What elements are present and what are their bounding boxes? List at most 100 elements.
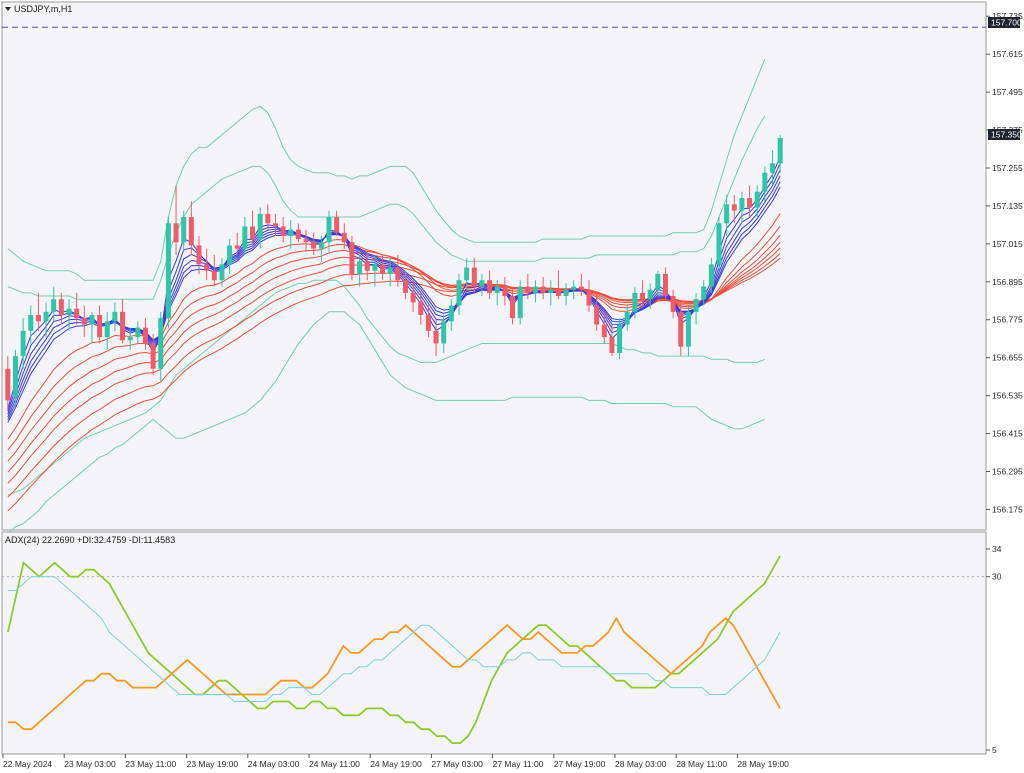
candle-body[interactable]	[716, 223, 722, 265]
candle-body[interactable]	[349, 242, 355, 274]
candle-body[interactable]	[120, 311, 126, 341]
candle-body[interactable]	[196, 245, 202, 265]
candle-body[interactable]	[510, 296, 516, 319]
candle-body[interactable]	[532, 286, 538, 293]
candle-body[interactable]	[578, 286, 584, 290]
candle-body[interactable]	[242, 226, 248, 249]
candle-body[interactable]	[81, 318, 87, 325]
candle-body[interactable]	[326, 216, 332, 243]
candle-body[interactable]	[311, 242, 317, 249]
candle-body[interactable]	[601, 324, 607, 338]
candle-body[interactable]	[548, 289, 554, 293]
candle-body[interactable]	[555, 289, 561, 297]
candle-body[interactable]	[777, 137, 783, 164]
candle-body[interactable]	[517, 286, 523, 319]
candle-body[interactable]	[464, 267, 470, 281]
candle-body[interactable]	[739, 198, 745, 211]
candle-body[interactable]	[586, 289, 592, 306]
candle-body[interactable]	[334, 216, 340, 233]
candle-body[interactable]	[762, 172, 768, 192]
candle-body[interactable]	[380, 264, 386, 274]
candle-body[interactable]	[571, 286, 577, 290]
candle-body[interactable]	[540, 286, 546, 293]
candle-body[interactable]	[754, 191, 760, 208]
candle-body[interactable]	[135, 327, 141, 338]
candle-body[interactable]	[20, 330, 26, 357]
candle-body[interactable]	[158, 318, 164, 369]
candle-body[interactable]	[28, 315, 34, 331]
candle-body[interactable]	[89, 315, 95, 325]
candle-body[interactable]	[66, 308, 72, 316]
candle-body[interactable]	[43, 311, 49, 322]
candle-body[interactable]	[395, 267, 401, 281]
candle-body[interactable]	[441, 321, 447, 344]
candle-body[interactable]	[58, 299, 64, 316]
candle-body[interactable]	[112, 311, 118, 322]
candle-body[interactable]	[487, 280, 493, 293]
candle-body[interactable]	[188, 216, 194, 246]
candle-body[interactable]	[410, 292, 416, 303]
candle-body[interactable]	[609, 337, 615, 353]
candle-body[interactable]	[617, 324, 623, 353]
candle-body[interactable]	[150, 343, 156, 369]
candle-body[interactable]	[594, 305, 600, 325]
price-plot[interactable]	[2, 26, 986, 534]
candle-body[interactable]	[97, 315, 103, 338]
candle-body[interactable]	[456, 280, 462, 306]
candle-body[interactable]	[471, 267, 477, 287]
candle-body[interactable]	[211, 270, 217, 281]
candle-body[interactable]	[257, 213, 263, 240]
candle-body[interactable]	[250, 226, 256, 240]
candle-body[interactable]	[372, 264, 378, 271]
candle-body[interactable]	[685, 311, 691, 347]
candle-body[interactable]	[295, 229, 301, 240]
candle-body[interactable]	[288, 229, 294, 236]
candle-body[interactable]	[387, 267, 393, 274]
candle-body[interactable]	[272, 223, 278, 227]
candle-body[interactable]	[318, 242, 324, 249]
candle-body[interactable]	[731, 204, 737, 211]
candle-body[interactable]	[165, 223, 171, 319]
candle-body[interactable]	[127, 337, 133, 341]
candle-body[interactable]	[142, 327, 148, 344]
candle-body[interactable]	[418, 302, 424, 316]
candle-body[interactable]	[204, 264, 210, 271]
candle-body[interactable]	[494, 286, 500, 293]
candle-body[interactable]	[708, 264, 714, 287]
candle-body[interactable]	[662, 273, 668, 297]
candle-body[interactable]	[364, 261, 370, 271]
candle-body[interactable]	[647, 289, 653, 300]
candle-body[interactable]	[104, 321, 110, 338]
candle-body[interactable]	[74, 308, 80, 319]
candle-body[interactable]	[563, 289, 569, 297]
candle-body[interactable]	[433, 330, 439, 344]
candle-body[interactable]	[35, 315, 41, 322]
candle-body[interactable]	[448, 305, 454, 322]
candle-body[interactable]	[341, 232, 347, 243]
candle-body[interactable]	[227, 245, 233, 265]
candle-body[interactable]	[51, 299, 57, 312]
candle-body[interactable]	[303, 239, 309, 243]
candle-body[interactable]	[670, 296, 676, 312]
candle-body[interactable]	[234, 245, 240, 249]
candle-body[interactable]	[265, 213, 271, 224]
candle-body[interactable]	[701, 286, 707, 300]
candle-body[interactable]	[425, 315, 431, 331]
candle-body[interactable]	[678, 311, 684, 347]
candle-body[interactable]	[624, 311, 630, 325]
candle-body[interactable]	[173, 223, 179, 243]
candle-body[interactable]	[219, 264, 225, 281]
symbol-header[interactable]: USDJPY,m,H1	[5, 4, 72, 14]
candle-body[interactable]	[181, 216, 187, 243]
candle-body[interactable]	[640, 292, 646, 300]
candle-body[interactable]	[632, 292, 638, 312]
candle-body[interactable]	[770, 163, 776, 173]
candle-body[interactable]	[357, 261, 363, 274]
candle-body[interactable]	[525, 286, 531, 293]
candle-body[interactable]	[693, 299, 699, 312]
candle-body[interactable]	[502, 286, 508, 297]
triangle-down-icon[interactable]	[5, 7, 11, 11]
candle-body[interactable]	[5, 368, 11, 401]
adx-plot[interactable]	[2, 555, 986, 744]
candle-body[interactable]	[12, 356, 18, 398]
